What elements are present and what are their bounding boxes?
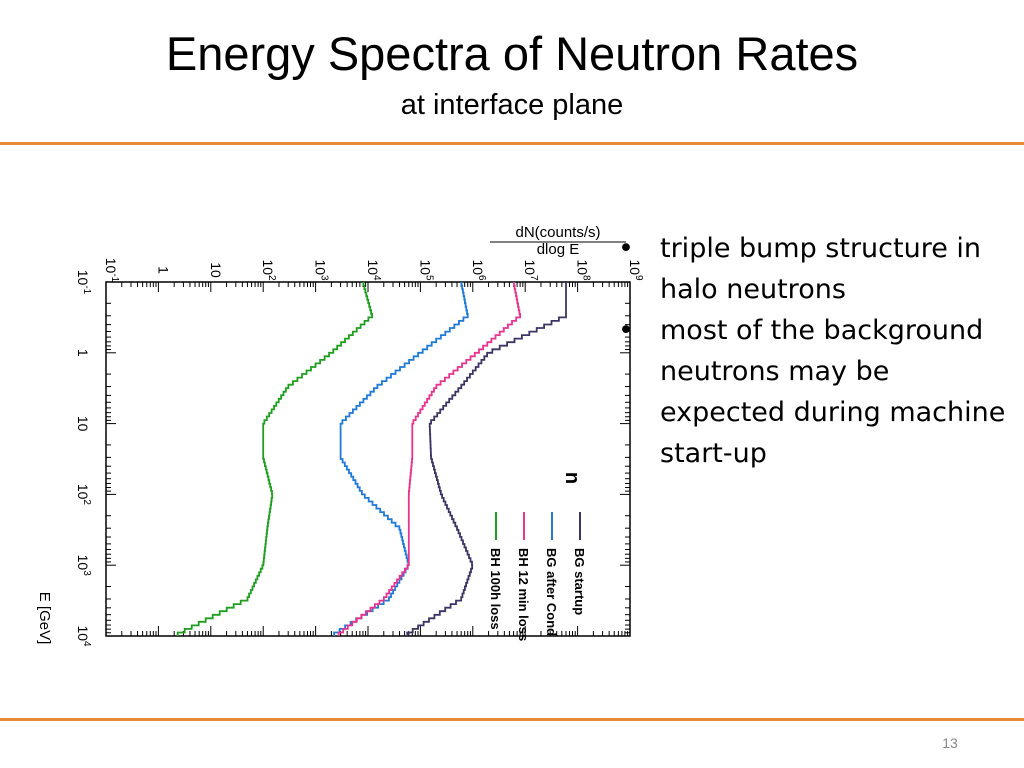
- legend-label: BH 12 min loss: [516, 548, 531, 641]
- x-tick-label: 102: [75, 484, 92, 506]
- particle-annotation: n: [561, 472, 583, 484]
- bullet-dot-icon: •: [618, 315, 634, 346]
- y-axis-label-denominator: dlog E: [537, 241, 580, 258]
- top-divider: [0, 142, 1024, 145]
- y-tick-label: 109: [627, 259, 644, 281]
- series-line-bh-12-min-loss: [337, 282, 521, 636]
- y-tick-label: 107: [522, 259, 539, 281]
- series-line-bg-after-cond: [333, 282, 469, 636]
- y-tick-label: 108: [575, 259, 592, 281]
- y-tick-label: 104: [365, 259, 382, 281]
- bottom-divider: [0, 718, 1024, 721]
- legend-label: BG after Cond: [544, 548, 559, 636]
- series-line-bg-startup: [406, 282, 567, 636]
- x-tick-label: 10-1: [75, 270, 92, 295]
- x-axis-label: E [GeV]: [36, 592, 53, 645]
- y-axis-label-numerator: dN(counts/s): [515, 224, 600, 241]
- page-number: 13: [942, 735, 958, 751]
- legend-label: BH 100h loss: [488, 548, 503, 630]
- legend-label: BG startup: [572, 548, 587, 615]
- y-tick-label: 103: [313, 259, 330, 281]
- bullet-text: triple bump structure in halo neutrons: [660, 233, 982, 305]
- bullet-dot-icon: •: [618, 233, 634, 264]
- y-tick-label: 10-1: [103, 258, 120, 283]
- bullet-list: • triple bump structure in halo neutrons…: [612, 228, 1017, 474]
- x-tick-label: 104: [75, 625, 92, 647]
- x-tick-label: 1: [75, 349, 91, 357]
- x-tick-label: 10: [75, 416, 91, 432]
- y-tick-label: 106: [470, 259, 487, 281]
- bullet-item: • most of the background neutrons may be…: [612, 310, 1017, 474]
- slide-subtitle: at interface plane: [400, 89, 624, 121]
- y-tick-label: 105: [417, 259, 434, 281]
- y-tick-label: 1: [155, 266, 171, 274]
- y-tick-label: 102: [260, 259, 277, 281]
- y-tick-label: 10: [208, 262, 224, 278]
- series-line-bh-100h-loss: [176, 282, 373, 636]
- slide-title: Energy Spectra of Neutron Rates: [165, 27, 859, 80]
- bullet-item: • triple bump structure in halo neutrons: [612, 228, 1017, 310]
- x-tick-label: 103: [75, 555, 92, 577]
- bullet-text: most of the background neutrons may be e…: [660, 315, 1006, 469]
